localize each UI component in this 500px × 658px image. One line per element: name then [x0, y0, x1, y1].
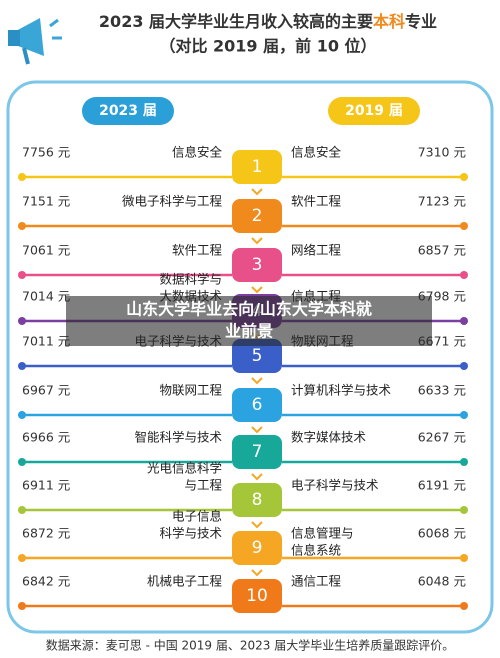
chevron: [251, 473, 263, 481]
title: 2023 届大学毕业生月收入较高的主要本科专业: [99, 12, 437, 31]
right-dot: [460, 173, 468, 181]
right-salary: 6048 元: [418, 574, 466, 589]
left-salary: 6872 元: [22, 526, 70, 541]
left-salary: 7151 元: [22, 194, 70, 209]
rank: 6: [252, 395, 263, 415]
left-dot: [18, 362, 26, 370]
right-dot: [460, 554, 468, 562]
left-dot: [18, 602, 26, 610]
right-major: 数字媒体技术: [291, 430, 367, 445]
left-salary: 6966 元: [22, 430, 70, 445]
rank: 3: [252, 255, 263, 275]
left-major: 科学与技术: [159, 526, 222, 541]
banner-text: 山东大学毕业去向/山东大学本科就: [126, 300, 372, 319]
chevron: [251, 426, 263, 434]
rank-box: [232, 150, 282, 184]
right-salary: 7123 元: [418, 194, 466, 209]
right-dot: [460, 458, 468, 466]
right-salary: 6068 元: [418, 526, 466, 541]
left-salary: 7061 元: [22, 243, 70, 258]
right-dot: [460, 602, 468, 610]
rank: 7: [252, 442, 263, 462]
rank: 1: [252, 157, 263, 177]
left-salary: 7014 元: [22, 289, 70, 304]
rank-box: [232, 339, 282, 373]
chevron: [251, 237, 263, 245]
right-major: 信息系统: [291, 543, 341, 558]
left-dot: [18, 411, 26, 419]
banner-text: 业前景: [225, 322, 273, 341]
left-major: 微电子科学与工程: [122, 194, 223, 209]
footer: 数据来源：麦可思 - 中国 2019 届、2023 届大学毕业生培养质量跟踪评价…: [46, 638, 454, 653]
left-salary: 6967 元: [22, 383, 70, 398]
right-dot: [460, 362, 468, 370]
rank-box: [232, 531, 282, 565]
left-dot: [18, 173, 26, 181]
chevron: [251, 188, 263, 196]
right-dot: [460, 222, 468, 230]
right-dot: [460, 317, 468, 325]
left-dot: [18, 271, 26, 279]
chevron: [251, 569, 263, 577]
frame: [6, 80, 494, 634]
chevron: [251, 521, 263, 529]
left-salary: 6911 元: [22, 478, 70, 493]
left-major: 电子信息: [172, 509, 222, 524]
left-major: 数据科学与: [159, 272, 222, 287]
left-major: 机械电子工程: [147, 574, 223, 589]
rank: 2: [252, 206, 263, 226]
left-salary: 7756 元: [22, 145, 70, 160]
right-salary: 6267 元: [418, 430, 466, 445]
rank: 9: [252, 538, 263, 558]
right-major: 软件工程: [291, 194, 342, 209]
rank: 8: [252, 490, 263, 510]
left-dot: [18, 554, 26, 562]
left-major: 软件工程: [172, 243, 223, 258]
left-salary: 6842 元: [22, 574, 70, 589]
chevron: [251, 286, 263, 294]
left-dot: [18, 317, 26, 325]
right-salary: 6633 元: [418, 383, 466, 398]
left-header: 2023 届: [99, 103, 157, 119]
right-major: 信息安全: [291, 145, 342, 160]
banner-bg: [66, 296, 432, 346]
right-salary: 6857 元: [418, 243, 466, 258]
left-major: 信息安全: [172, 145, 223, 160]
left-salary: 7011 元: [22, 334, 70, 349]
left-dot: [18, 458, 26, 466]
rank-box: [232, 248, 282, 282]
rank-box: [232, 483, 282, 517]
right-major: 信息管理与: [291, 526, 354, 541]
right-dot: [460, 411, 468, 419]
chevron: [251, 377, 263, 385]
right-pill: [328, 97, 420, 125]
right-major: 电子科学与技术: [291, 478, 379, 493]
right-salary: 6191 元: [418, 478, 466, 493]
right-major: 计算机科学与技术: [291, 383, 392, 398]
right-major: 网络工程: [291, 243, 342, 258]
rank: 5: [252, 346, 263, 366]
right-major: 通信工程: [291, 574, 342, 589]
left-major: 与工程: [184, 478, 222, 493]
left-major: 智能科学与技术: [134, 430, 222, 445]
right-dot: [460, 271, 468, 279]
right-salary: 7310 元: [418, 145, 466, 160]
rank-box: [232, 435, 282, 469]
rank-box: [232, 199, 282, 233]
left-pill: [82, 97, 174, 125]
left-dot: [18, 222, 26, 230]
rank: 10: [246, 586, 268, 606]
right-header: 2019 届: [345, 103, 403, 119]
subtitle: （对比 2019 届，前 10 位）: [159, 37, 376, 56]
megaphone-icon: [8, 18, 62, 65]
right-dot: [460, 506, 468, 514]
left-major: 光电信息科学: [147, 461, 222, 476]
rank-box: [232, 388, 282, 422]
rank-box: [232, 579, 282, 613]
left-dot: [18, 506, 26, 514]
left-major: 物联网工程: [159, 383, 222, 398]
